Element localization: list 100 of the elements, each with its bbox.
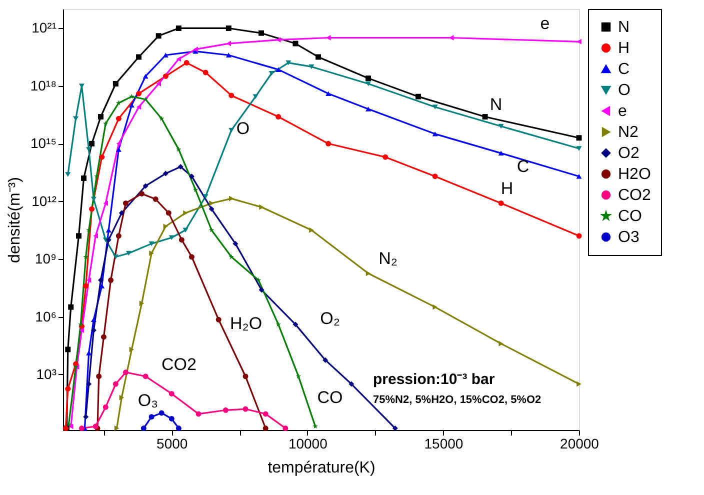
point bbox=[116, 233, 122, 239]
point bbox=[228, 254, 234, 260]
point bbox=[116, 140, 122, 146]
point bbox=[182, 228, 188, 232]
point bbox=[114, 426, 120, 432]
point bbox=[292, 322, 298, 328]
point bbox=[136, 54, 142, 60]
point bbox=[176, 426, 182, 431]
point bbox=[89, 140, 95, 146]
point bbox=[79, 426, 84, 431]
point bbox=[326, 140, 332, 146]
point bbox=[366, 81, 371, 86]
point bbox=[176, 25, 182, 31]
annotation: O₃ bbox=[138, 391, 158, 410]
point bbox=[196, 411, 202, 417]
annotation: H₂O bbox=[230, 314, 262, 333]
y-tick-label: 10¹⁵ bbox=[30, 135, 56, 152]
point bbox=[101, 334, 106, 340]
point bbox=[98, 277, 104, 283]
x-tick-label: 20000 bbox=[560, 436, 600, 452]
point bbox=[93, 233, 98, 239]
annotation: N bbox=[490, 95, 502, 114]
point bbox=[366, 270, 371, 276]
x-axis-title: température(K) bbox=[268, 460, 376, 476]
point bbox=[392, 426, 398, 432]
point bbox=[142, 183, 148, 189]
legend-label: N bbox=[618, 19, 630, 36]
point bbox=[118, 210, 124, 216]
point bbox=[276, 322, 281, 327]
point bbox=[262, 426, 268, 431]
point bbox=[286, 60, 292, 66]
point bbox=[162, 170, 168, 176]
point bbox=[268, 71, 274, 76]
point bbox=[139, 300, 144, 306]
annotation: H bbox=[500, 179, 514, 198]
point bbox=[99, 284, 105, 288]
point bbox=[148, 414, 154, 420]
point bbox=[116, 116, 122, 122]
point bbox=[90, 317, 96, 322]
point bbox=[168, 235, 174, 240]
point bbox=[90, 327, 96, 333]
point bbox=[103, 200, 108, 206]
x-tick-label: 5000 bbox=[156, 436, 188, 452]
point bbox=[322, 357, 328, 363]
point bbox=[142, 74, 148, 79]
point bbox=[296, 374, 302, 379]
point bbox=[122, 370, 128, 376]
point bbox=[276, 114, 282, 120]
point bbox=[142, 374, 148, 380]
point bbox=[184, 60, 190, 66]
point bbox=[126, 250, 132, 256]
point bbox=[202, 70, 208, 76]
legend-label: O bbox=[618, 82, 630, 99]
point bbox=[256, 277, 262, 282]
legend-label: O3 bbox=[618, 229, 640, 246]
point bbox=[68, 304, 74, 310]
point bbox=[79, 327, 84, 333]
point bbox=[232, 240, 238, 246]
point bbox=[432, 104, 438, 110]
y-axis-title: densité(m⁻³) bbox=[6, 177, 24, 263]
point bbox=[216, 316, 222, 322]
legend-label: H2O bbox=[618, 166, 651, 183]
point bbox=[136, 90, 142, 96]
point bbox=[228, 128, 234, 133]
point bbox=[128, 102, 134, 108]
point bbox=[166, 210, 172, 216]
point bbox=[119, 394, 124, 400]
legend-label: CO2 bbox=[618, 187, 651, 204]
point bbox=[432, 132, 438, 136]
point bbox=[86, 277, 92, 283]
annotation: 75%N2, 5%H2O, 15%CO2, 5%O2 bbox=[373, 394, 542, 406]
point bbox=[148, 241, 154, 246]
point bbox=[65, 172, 71, 177]
point bbox=[258, 30, 264, 36]
point bbox=[112, 81, 118, 86]
point bbox=[229, 196, 234, 202]
point bbox=[96, 374, 102, 380]
point bbox=[258, 287, 264, 293]
point bbox=[276, 67, 282, 72]
y-tick-label: 10⁹ bbox=[34, 250, 56, 267]
point bbox=[366, 76, 371, 82]
legend-label: e bbox=[618, 103, 627, 120]
point bbox=[432, 304, 438, 310]
point bbox=[98, 114, 104, 120]
point bbox=[73, 116, 79, 121]
point bbox=[262, 411, 268, 417]
point bbox=[102, 404, 108, 410]
point bbox=[226, 52, 232, 58]
point bbox=[106, 228, 112, 232]
point bbox=[326, 91, 332, 96]
point bbox=[65, 346, 71, 352]
point bbox=[94, 174, 100, 179]
annotation: e bbox=[540, 14, 550, 33]
point bbox=[83, 414, 89, 420]
annotation: O bbox=[236, 119, 250, 138]
point bbox=[209, 200, 214, 206]
point bbox=[152, 196, 158, 202]
point bbox=[498, 124, 504, 129]
point bbox=[178, 164, 184, 170]
point bbox=[576, 381, 582, 387]
